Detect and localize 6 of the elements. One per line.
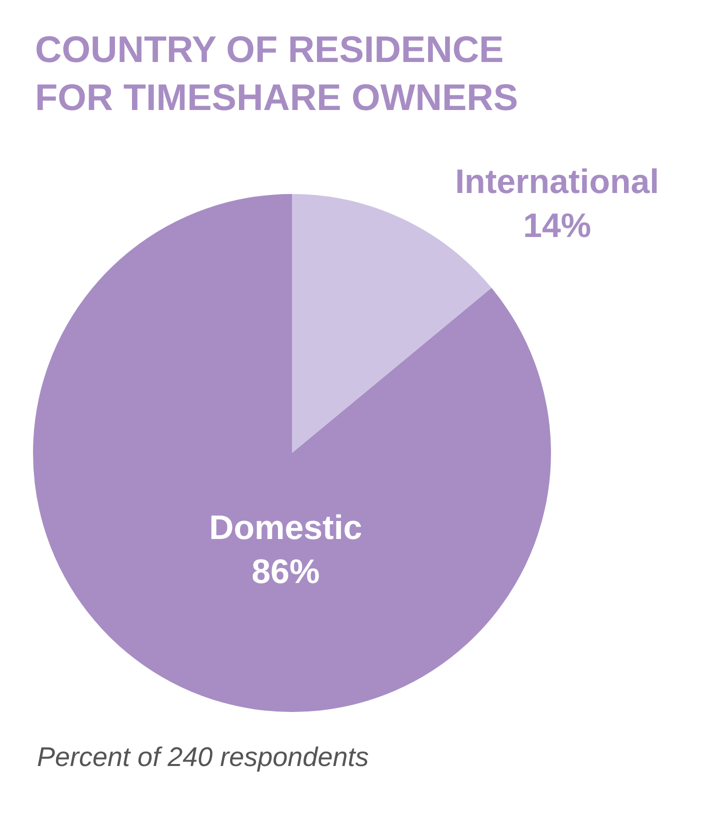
text: Percent of 240 respondents bbox=[37, 742, 369, 773]
data-label: 14% bbox=[523, 207, 592, 245]
chart-title: COUNTRY OF RESIDENCE FOR TIMESHARE OWNERS bbox=[35, 28, 518, 120]
slice-label: Domestic bbox=[209, 508, 362, 547]
data-label: 86% bbox=[252, 552, 320, 591]
slice-label: International bbox=[455, 163, 660, 201]
